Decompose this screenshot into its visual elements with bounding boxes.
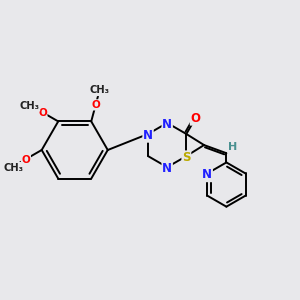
Text: CH₃: CH₃: [90, 85, 110, 95]
Text: N: N: [143, 129, 153, 142]
Text: S: S: [182, 151, 190, 164]
Text: O: O: [22, 155, 30, 165]
Text: N: N: [162, 118, 172, 131]
Text: N: N: [162, 162, 172, 175]
Text: CH₃: CH₃: [3, 163, 23, 172]
Text: H: H: [228, 142, 237, 152]
Text: CH₃: CH₃: [20, 101, 40, 111]
Text: N: N: [202, 169, 212, 182]
Text: O: O: [190, 112, 200, 125]
Text: O: O: [38, 108, 47, 118]
Text: O: O: [92, 100, 100, 110]
